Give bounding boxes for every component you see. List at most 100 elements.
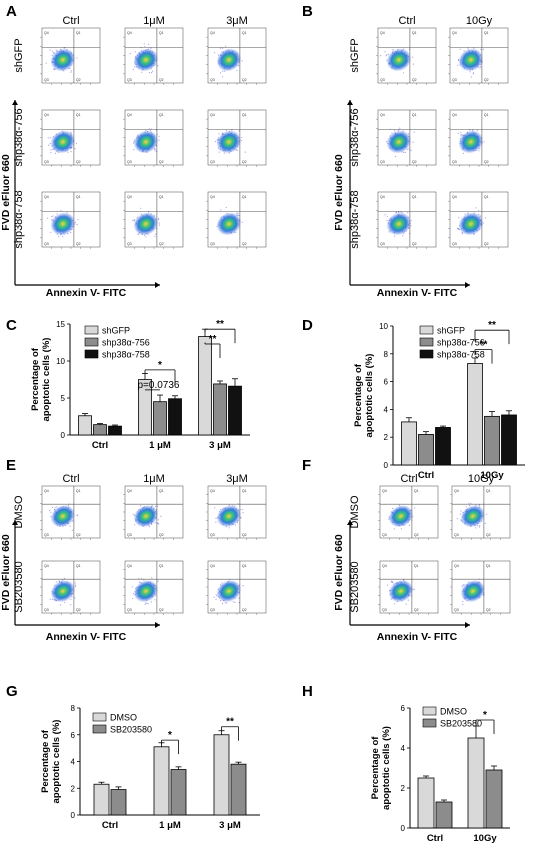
x-arrowhead <box>465 622 470 628</box>
quadrant-label: Q1 <box>76 31 81 35</box>
quadrant-label: Q3 <box>454 608 459 612</box>
y-tick-label: 0 <box>401 824 406 833</box>
density-cloud <box>388 505 414 528</box>
y-axis-label-line1: Percentage of <box>40 729 51 793</box>
y-tick-label: 5 <box>61 394 66 403</box>
bar <box>93 783 110 816</box>
bar <box>153 401 167 436</box>
plot-frame <box>449 191 509 248</box>
quadrant-label: Q4 <box>127 31 132 35</box>
y-tick-label: 6 <box>384 378 389 387</box>
significance-marker: ** <box>226 717 234 728</box>
row-label: DMSO <box>13 495 25 528</box>
quadrant-label: Q3 <box>210 533 215 537</box>
y-tick-label: 8 <box>384 350 389 359</box>
panel-label: A <box>6 3 17 20</box>
legend-swatch <box>422 718 437 728</box>
density-cloud <box>458 212 484 236</box>
quadrant-label: Q2 <box>242 160 247 164</box>
density-cloud <box>133 580 159 603</box>
y-tick-label: 2 <box>384 433 389 442</box>
quadrant-label: Q1 <box>159 31 164 35</box>
significance-marker: * <box>168 730 172 741</box>
legend-label: shp38α-758 <box>437 350 485 360</box>
flow-plot: Q4 Q1 Q3 Q2 <box>40 109 101 167</box>
quadrant-label: Q4 <box>452 31 457 35</box>
quadrant-label: Q2 <box>414 608 419 612</box>
quadrant-label: Q2 <box>76 78 81 82</box>
panel-label: H <box>302 683 313 700</box>
quadrant-label: Q3 <box>127 533 132 537</box>
quadrant-label: Q4 <box>44 489 49 493</box>
legend-label: DMSO <box>440 707 467 717</box>
column-header: 1μM <box>143 15 165 27</box>
flow-plot: Q4 Q1 Q3 Q2 <box>376 109 437 167</box>
quadrant-label: Q2 <box>412 242 417 246</box>
category-label: Ctrl <box>418 470 434 481</box>
density-cloud <box>216 505 242 528</box>
flow-plot: Q4 Q1 Q3 Q2 <box>123 191 184 249</box>
bar <box>78 415 92 436</box>
quadrant-label: Q4 <box>380 31 385 35</box>
quadrant-label: Q3 <box>380 242 385 246</box>
quadrant-label: Q1 <box>159 564 164 568</box>
quadrant-label: Q2 <box>76 242 81 246</box>
significance-marker: ** <box>480 340 488 351</box>
bar <box>501 414 517 466</box>
quadrant-label: Q1 <box>242 113 247 117</box>
bar <box>435 427 451 466</box>
y-tick-label: 4 <box>384 405 389 414</box>
quadrant-label: Q1 <box>486 489 491 493</box>
quadrant-label: Q2 <box>242 533 247 537</box>
flow-plot: Q4 Q1 Q3 Q2 <box>123 560 184 615</box>
quadrant-label: Q4 <box>210 489 215 493</box>
quadrant-label: Q3 <box>210 242 215 246</box>
category-label: 1 μM <box>159 820 181 831</box>
bar <box>93 424 107 436</box>
quadrant-label: Q4 <box>127 489 132 493</box>
chart-c: C 0 5 10 15 Percentage of apoptotic cells (%) C… <box>6 317 250 451</box>
legend-label: DMSO <box>110 713 137 723</box>
quadrant-label: Q3 <box>44 608 49 612</box>
category-label: 10Gy <box>480 470 504 481</box>
quadrant-label: Q2 <box>412 160 417 164</box>
panel-label: E <box>6 457 16 474</box>
flow-plot: Q4 Q1 Q3 Q2 <box>376 191 437 249</box>
quadrant-label: Q4 <box>210 113 215 117</box>
legend-label: shp38α-756 <box>437 338 485 348</box>
legend-swatch <box>84 325 99 335</box>
quadrant-label: Q2 <box>76 533 81 537</box>
flow-plot: Q4 Q1 Q3 Q2 <box>123 109 184 167</box>
quadrant-label: Q1 <box>414 564 419 568</box>
y-axis-label: FVD eFluor 660 <box>333 154 345 231</box>
quadrant-label: Q4 <box>380 113 385 117</box>
quadrant-label: Q2 <box>159 533 164 537</box>
density-cloud <box>216 580 242 603</box>
plot-frame <box>377 191 437 248</box>
row-label: shp38α-756 <box>349 108 361 166</box>
quadrant-label: Q2 <box>412 78 417 82</box>
quadrant-label: Q4 <box>380 195 385 199</box>
column-header: 10Gy <box>468 473 495 485</box>
legend-swatch <box>419 337 434 347</box>
column-header: Ctrl <box>400 473 417 485</box>
column-header: Ctrl <box>62 15 79 27</box>
bar <box>228 385 242 436</box>
flow-plot: Q4 Q1 Q3 Q2 <box>448 109 509 167</box>
panel-b: B Ctrl 10Gy shGFP Q4 Q1 Q3 Q2 Q4 Q1 Q3 Q2 shp38α-756… <box>302 3 509 299</box>
quadrant-label: Q3 <box>382 608 387 612</box>
x-arrowhead <box>155 622 160 628</box>
y-tick-label: 6 <box>71 731 76 740</box>
quadrant-label: Q4 <box>382 564 387 568</box>
significance-marker: * <box>483 710 487 721</box>
y-tick-label: 0 <box>384 461 389 470</box>
legend-swatch <box>419 325 434 335</box>
bar <box>213 383 227 436</box>
flow-plot: Q4 Q1 Q3 Q2 <box>378 560 439 615</box>
flow-plot: Q4 Q1 Q3 Q2 <box>40 485 101 540</box>
y-axis-label-line2: apoptotic cells (%) <box>364 354 375 438</box>
density-cloud <box>133 505 159 528</box>
density-cloud <box>50 212 76 236</box>
